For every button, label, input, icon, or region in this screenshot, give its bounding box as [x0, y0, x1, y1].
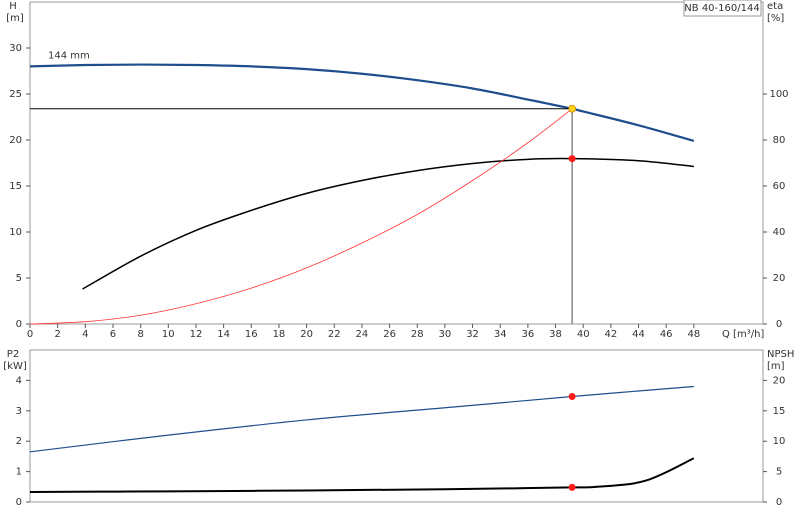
- y-tick-label: 4: [16, 375, 22, 386]
- x-tick-label: 18: [273, 329, 286, 340]
- y-tick-label: 20: [9, 135, 22, 146]
- x-tick-label: 22: [328, 329, 341, 340]
- x-tick-label: 0: [27, 329, 33, 340]
- y2-tick-label: 40: [773, 227, 786, 238]
- x-tick-label: 40: [577, 329, 590, 340]
- y2-tick-label: 80: [773, 135, 786, 146]
- y2-tick-label: 20: [773, 375, 786, 386]
- plot-frame: [29, 1, 764, 325]
- x-tick-label: 4: [82, 329, 88, 340]
- x-tick-label: 38: [549, 329, 562, 340]
- y2-tick-label: 0: [776, 319, 782, 330]
- x-tick-label: 6: [110, 329, 116, 340]
- model-label-box: [683, 0, 762, 17]
- x-axis-label: Q [m³/h]: [722, 329, 764, 340]
- y2-tick-label: 5: [776, 467, 782, 478]
- y-tick-label: 30: [9, 43, 22, 54]
- x-tick-label: 16: [245, 329, 258, 340]
- curve: [82, 157, 694, 290]
- x-tick-label: 2: [54, 329, 60, 340]
- y-tick-label: 5: [16, 273, 22, 284]
- x-tick-label: 20: [300, 329, 313, 340]
- x-tick-label: 10: [162, 329, 175, 340]
- y-tick-label: 2: [16, 436, 22, 447]
- curve-label: 144 mm: [48, 50, 90, 61]
- curve: [29, 457, 695, 493]
- y-tick-label: 0: [16, 319, 22, 330]
- y-tick-label: 15: [9, 181, 22, 192]
- y-tick-label: 10: [9, 227, 22, 238]
- x-tick-label: 28: [411, 329, 424, 340]
- duty-point: [568, 483, 576, 491]
- x-tick-label: 46: [660, 329, 673, 340]
- y2-axis-label: NPSH: [767, 349, 794, 360]
- y2-axis-unit: [m]: [767, 361, 785, 372]
- model-label: NB 40-160/144: [684, 3, 759, 14]
- y2-tick-label: 0: [776, 497, 782, 508]
- x-tick-label: 42: [605, 329, 618, 340]
- y2-tick-label: 60: [773, 181, 786, 192]
- y2-axis-unit: [%]: [767, 13, 784, 24]
- plot-frame: [29, 349, 764, 503]
- y-axis-label: P2: [7, 349, 19, 360]
- y-tick-label: 0: [16, 497, 22, 508]
- y2-tick-label: 10: [773, 436, 786, 447]
- x-tick-label: 34: [494, 329, 507, 340]
- y2-tick-label: 20: [773, 273, 786, 284]
- y-tick-label: 1: [16, 467, 22, 478]
- y2-tick-label: 100: [769, 89, 788, 100]
- x-tick-label: 48: [687, 329, 700, 340]
- duty-point: [568, 155, 576, 163]
- y2-axis-label: eta: [767, 1, 783, 12]
- x-tick-label: 36: [522, 329, 535, 340]
- curve: [29, 385, 694, 453]
- x-tick-label: 32: [466, 329, 479, 340]
- curve: [29, 108, 573, 325]
- y2-tick-label: 15: [773, 406, 786, 417]
- x-tick-label: 8: [137, 329, 143, 340]
- duty-point: [568, 104, 577, 113]
- x-tick-label: 30: [439, 329, 452, 340]
- x-tick-label: 26: [383, 329, 396, 340]
- y-axis-label: H: [9, 1, 17, 12]
- x-tick-label: 14: [217, 329, 230, 340]
- y-tick-label: 25: [9, 89, 22, 100]
- x-tick-label: 24: [356, 329, 369, 340]
- y-tick-label: 3: [16, 406, 22, 417]
- x-tick-label: 12: [190, 329, 203, 340]
- y-axis-unit: [kW]: [3, 361, 27, 372]
- x-tick-label: 44: [632, 329, 645, 340]
- y-axis-unit: [m]: [6, 13, 24, 24]
- duty-point: [568, 393, 576, 401]
- curve: [29, 63, 695, 142]
